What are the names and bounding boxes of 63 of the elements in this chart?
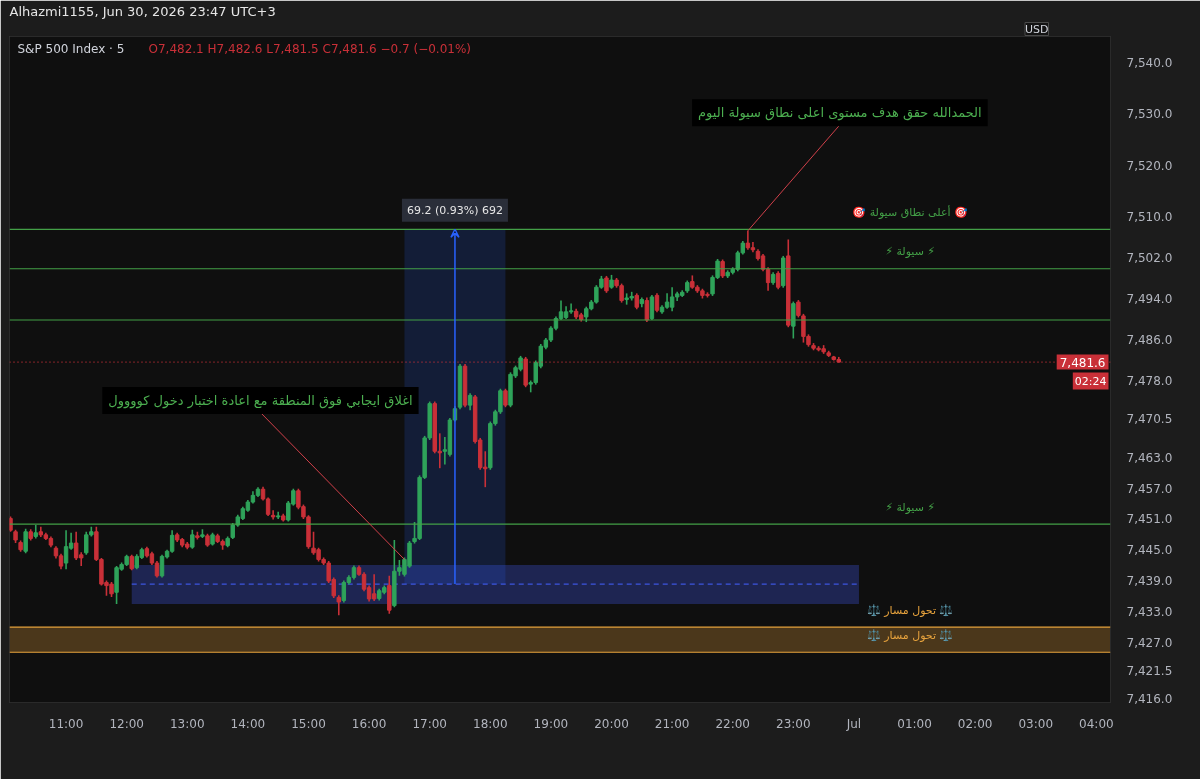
- x-tick-label: Jul: [845, 716, 862, 731]
- x-tick-label: 15:00: [291, 716, 326, 731]
- y-tick-label: 7,470.5: [1126, 412, 1173, 427]
- x-tick-label: 02:00: [957, 716, 993, 731]
- annotation: 02:24: [1074, 374, 1107, 388]
- y-tick-label: 7,530.0: [1126, 107, 1173, 122]
- y-tick-label: 7,510.0: [1126, 209, 1173, 224]
- annotation: اغلاق ايجابي فوق المنطقة مع اعادة اختبار دخول كوووول: [108, 392, 413, 409]
- candlestick: [169, 529, 175, 554]
- candlestick: [23, 527, 28, 555]
- text: Alhazmi1155, Jun 30, 2026 23:47 UTC+3: [9, 3, 276, 19]
- y-axis-title: USD: [1025, 22, 1049, 36]
- y-tick-label: 7,421.5: [1126, 663, 1173, 678]
- x-tick-label: 13:00: [169, 716, 205, 731]
- candlestick: [720, 258, 725, 279]
- y-tick-label: 7,463.0: [1126, 450, 1173, 465]
- candlestick: [503, 387, 508, 408]
- y-tick-label: 7,451.0: [1126, 512, 1173, 527]
- x-tick-label: 18:00: [473, 716, 508, 731]
- candlestick: [341, 579, 347, 604]
- x-tick-label: 04:00: [1079, 716, 1114, 731]
- ref-line-label: ⚖ تحول مسار ⚖: [866, 603, 954, 617]
- candlestick: [649, 294, 655, 321]
- y-tick-label: 7,478.0: [1126, 374, 1173, 389]
- ref-line-label: 🎯 أعلى نطاق سيولة 🎯: [852, 204, 969, 219]
- x-tick-label: 12:00: [109, 716, 144, 731]
- y-tick-label: 7,494.0: [1126, 291, 1173, 306]
- annotation: الحمدالله حقق هدف مستوى اعلى نطاق سيولة اليوم: [698, 105, 982, 122]
- y-tick-label: 7,439.0: [1126, 573, 1173, 588]
- candlestick: [63, 529, 69, 570]
- ref-line-label: ⚡ سيولة ⚡: [885, 245, 936, 259]
- x-tick-label: 11:00: [48, 716, 84, 731]
- candlestick: [791, 300, 796, 340]
- candlestick: [745, 230, 751, 251]
- ref-line-label: ⚡ سيولة ⚡: [885, 500, 936, 514]
- candlestick: [371, 573, 377, 602]
- y-tick-label: 7,540.0: [1126, 56, 1173, 71]
- y-tick-label: 7,457.0: [1126, 481, 1173, 496]
- x-tick-label: 16:00: [351, 716, 387, 731]
- y-tick-label: 7,502.0: [1126, 250, 1173, 265]
- x-tick-label: 21:00: [654, 716, 690, 731]
- y-tick-label: 7,416.0: [1126, 691, 1173, 706]
- data-label: 69.2 (0.93%) 692: [406, 203, 503, 217]
- x-tick-label: 22:00: [715, 716, 751, 731]
- candlestick: [568, 302, 574, 315]
- candlestick: [654, 292, 660, 314]
- x-tick-label: 19:00: [533, 716, 569, 731]
- x-tick-label: 01:00: [897, 716, 932, 731]
- y-tick-label: 7,427.0: [1126, 635, 1173, 650]
- x-tick-label: 17:00: [412, 716, 447, 731]
- ref-line-label: 7,481.6: [1059, 355, 1106, 370]
- x-tick-label: 03:00: [1018, 716, 1054, 731]
- y-tick-label: 7,520.0: [1126, 158, 1173, 173]
- ref-line-label: ⚖ تحول مسار ⚖: [866, 628, 954, 642]
- x-tick-label: 14:00: [230, 716, 266, 731]
- chart-title: S&P 500 Index · 5: [17, 41, 125, 56]
- chart-subtitle: O7,482.1 H7,482.6 L7,481.5 C7,481.6 −0.7 (−0.01%): [148, 41, 471, 56]
- y-tick-label: 7,486.0: [1126, 333, 1173, 348]
- candlestick: [190, 528, 195, 550]
- x-tick-label: 20:00: [594, 716, 629, 731]
- x-tick-label: 23:00: [776, 716, 811, 731]
- y-tick-label: 7,433.0: [1126, 604, 1173, 619]
- y-tick-label: 7,445.0: [1126, 543, 1173, 558]
